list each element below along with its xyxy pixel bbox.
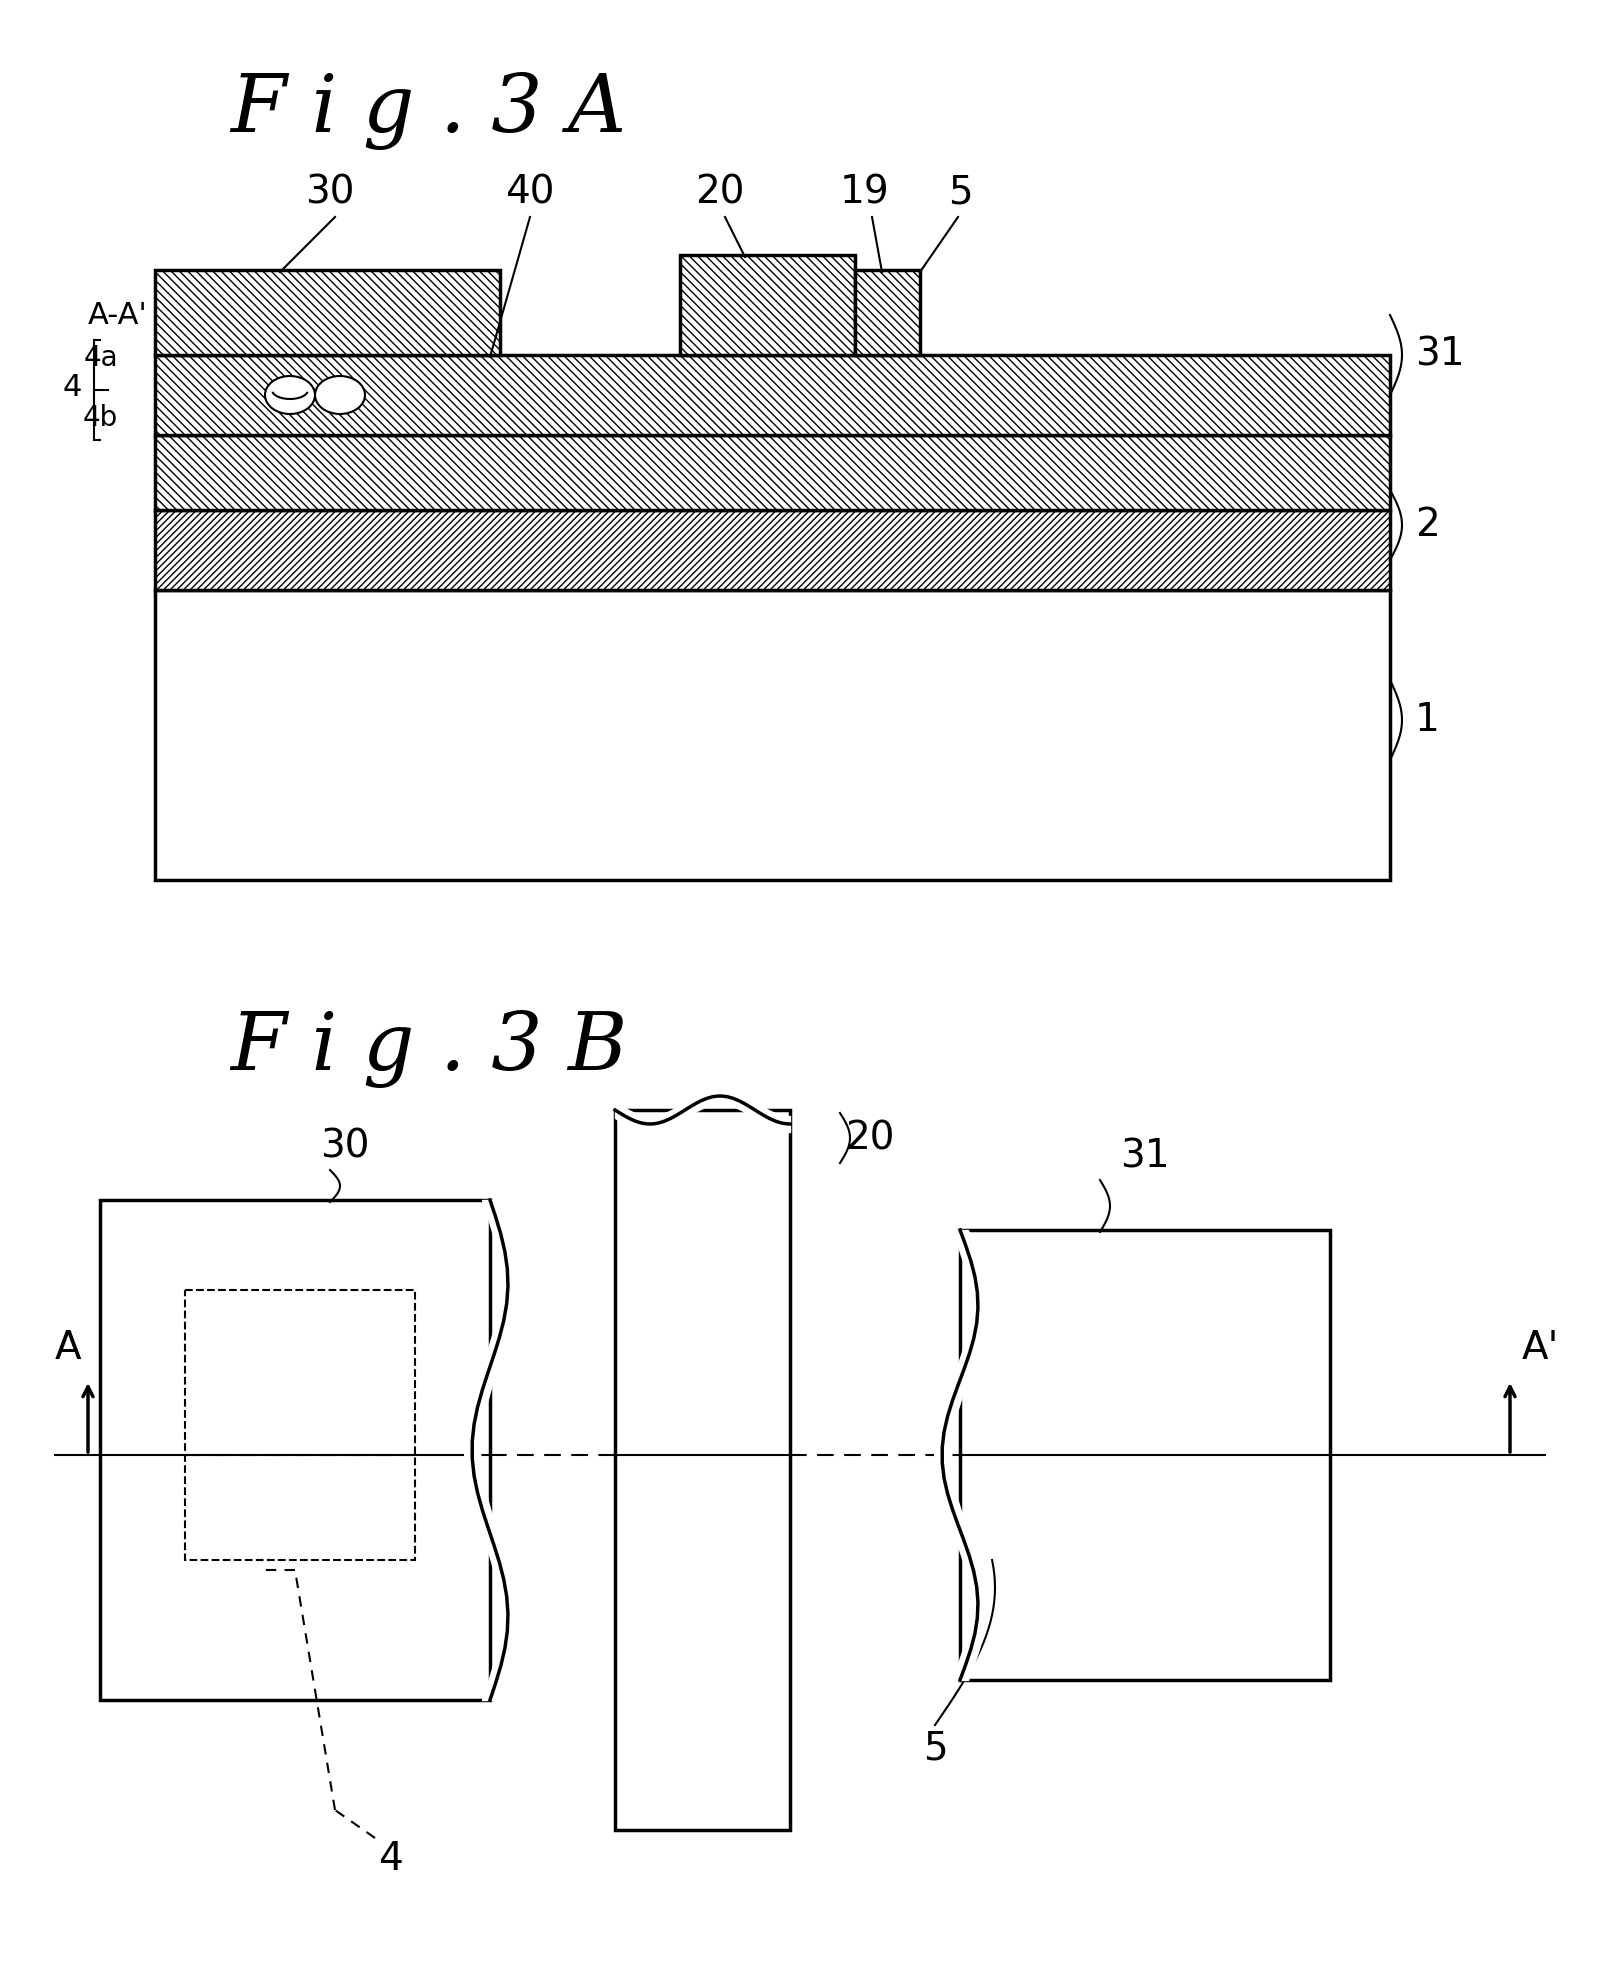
Text: 5: 5 [948, 174, 972, 211]
Text: 19: 19 [841, 174, 890, 211]
Text: 31: 31 [1120, 1138, 1170, 1175]
Ellipse shape [315, 375, 364, 415]
Text: 5: 5 [922, 1730, 948, 1768]
Bar [615, 1110, 789, 1831]
Text: 20: 20 [695, 174, 745, 211]
Text: F i g . 3 A: F i g . 3 A [230, 71, 626, 150]
Bar [155, 356, 1390, 434]
Bar [855, 271, 920, 356]
Text: A: A [54, 1329, 81, 1367]
Text: 1: 1 [1414, 701, 1440, 739]
Bar [155, 510, 1390, 591]
Bar [101, 1201, 491, 1700]
Text: 30: 30 [305, 174, 355, 211]
Bar [155, 434, 1390, 510]
Text: 4a: 4a [83, 344, 118, 371]
Text: 30: 30 [320, 1128, 369, 1165]
Text: 4: 4 [377, 1841, 403, 1878]
Bar [960, 1230, 1330, 1681]
Text: 4: 4 [62, 373, 81, 403]
Text: A': A' [1521, 1329, 1558, 1367]
Text: 40: 40 [505, 174, 555, 211]
Bar [155, 591, 1390, 881]
Text: 4b: 4b [83, 405, 118, 433]
Text: 31: 31 [1414, 336, 1465, 373]
Text: 2: 2 [1414, 506, 1440, 543]
Text: F i g . 3 B: F i g . 3 B [230, 1009, 628, 1088]
Text: 20: 20 [845, 1120, 895, 1157]
Bar [185, 1290, 415, 1560]
Text: A-A': A-A' [88, 300, 149, 330]
Bar [155, 271, 500, 356]
Bar [681, 255, 855, 356]
Ellipse shape [265, 375, 315, 415]
